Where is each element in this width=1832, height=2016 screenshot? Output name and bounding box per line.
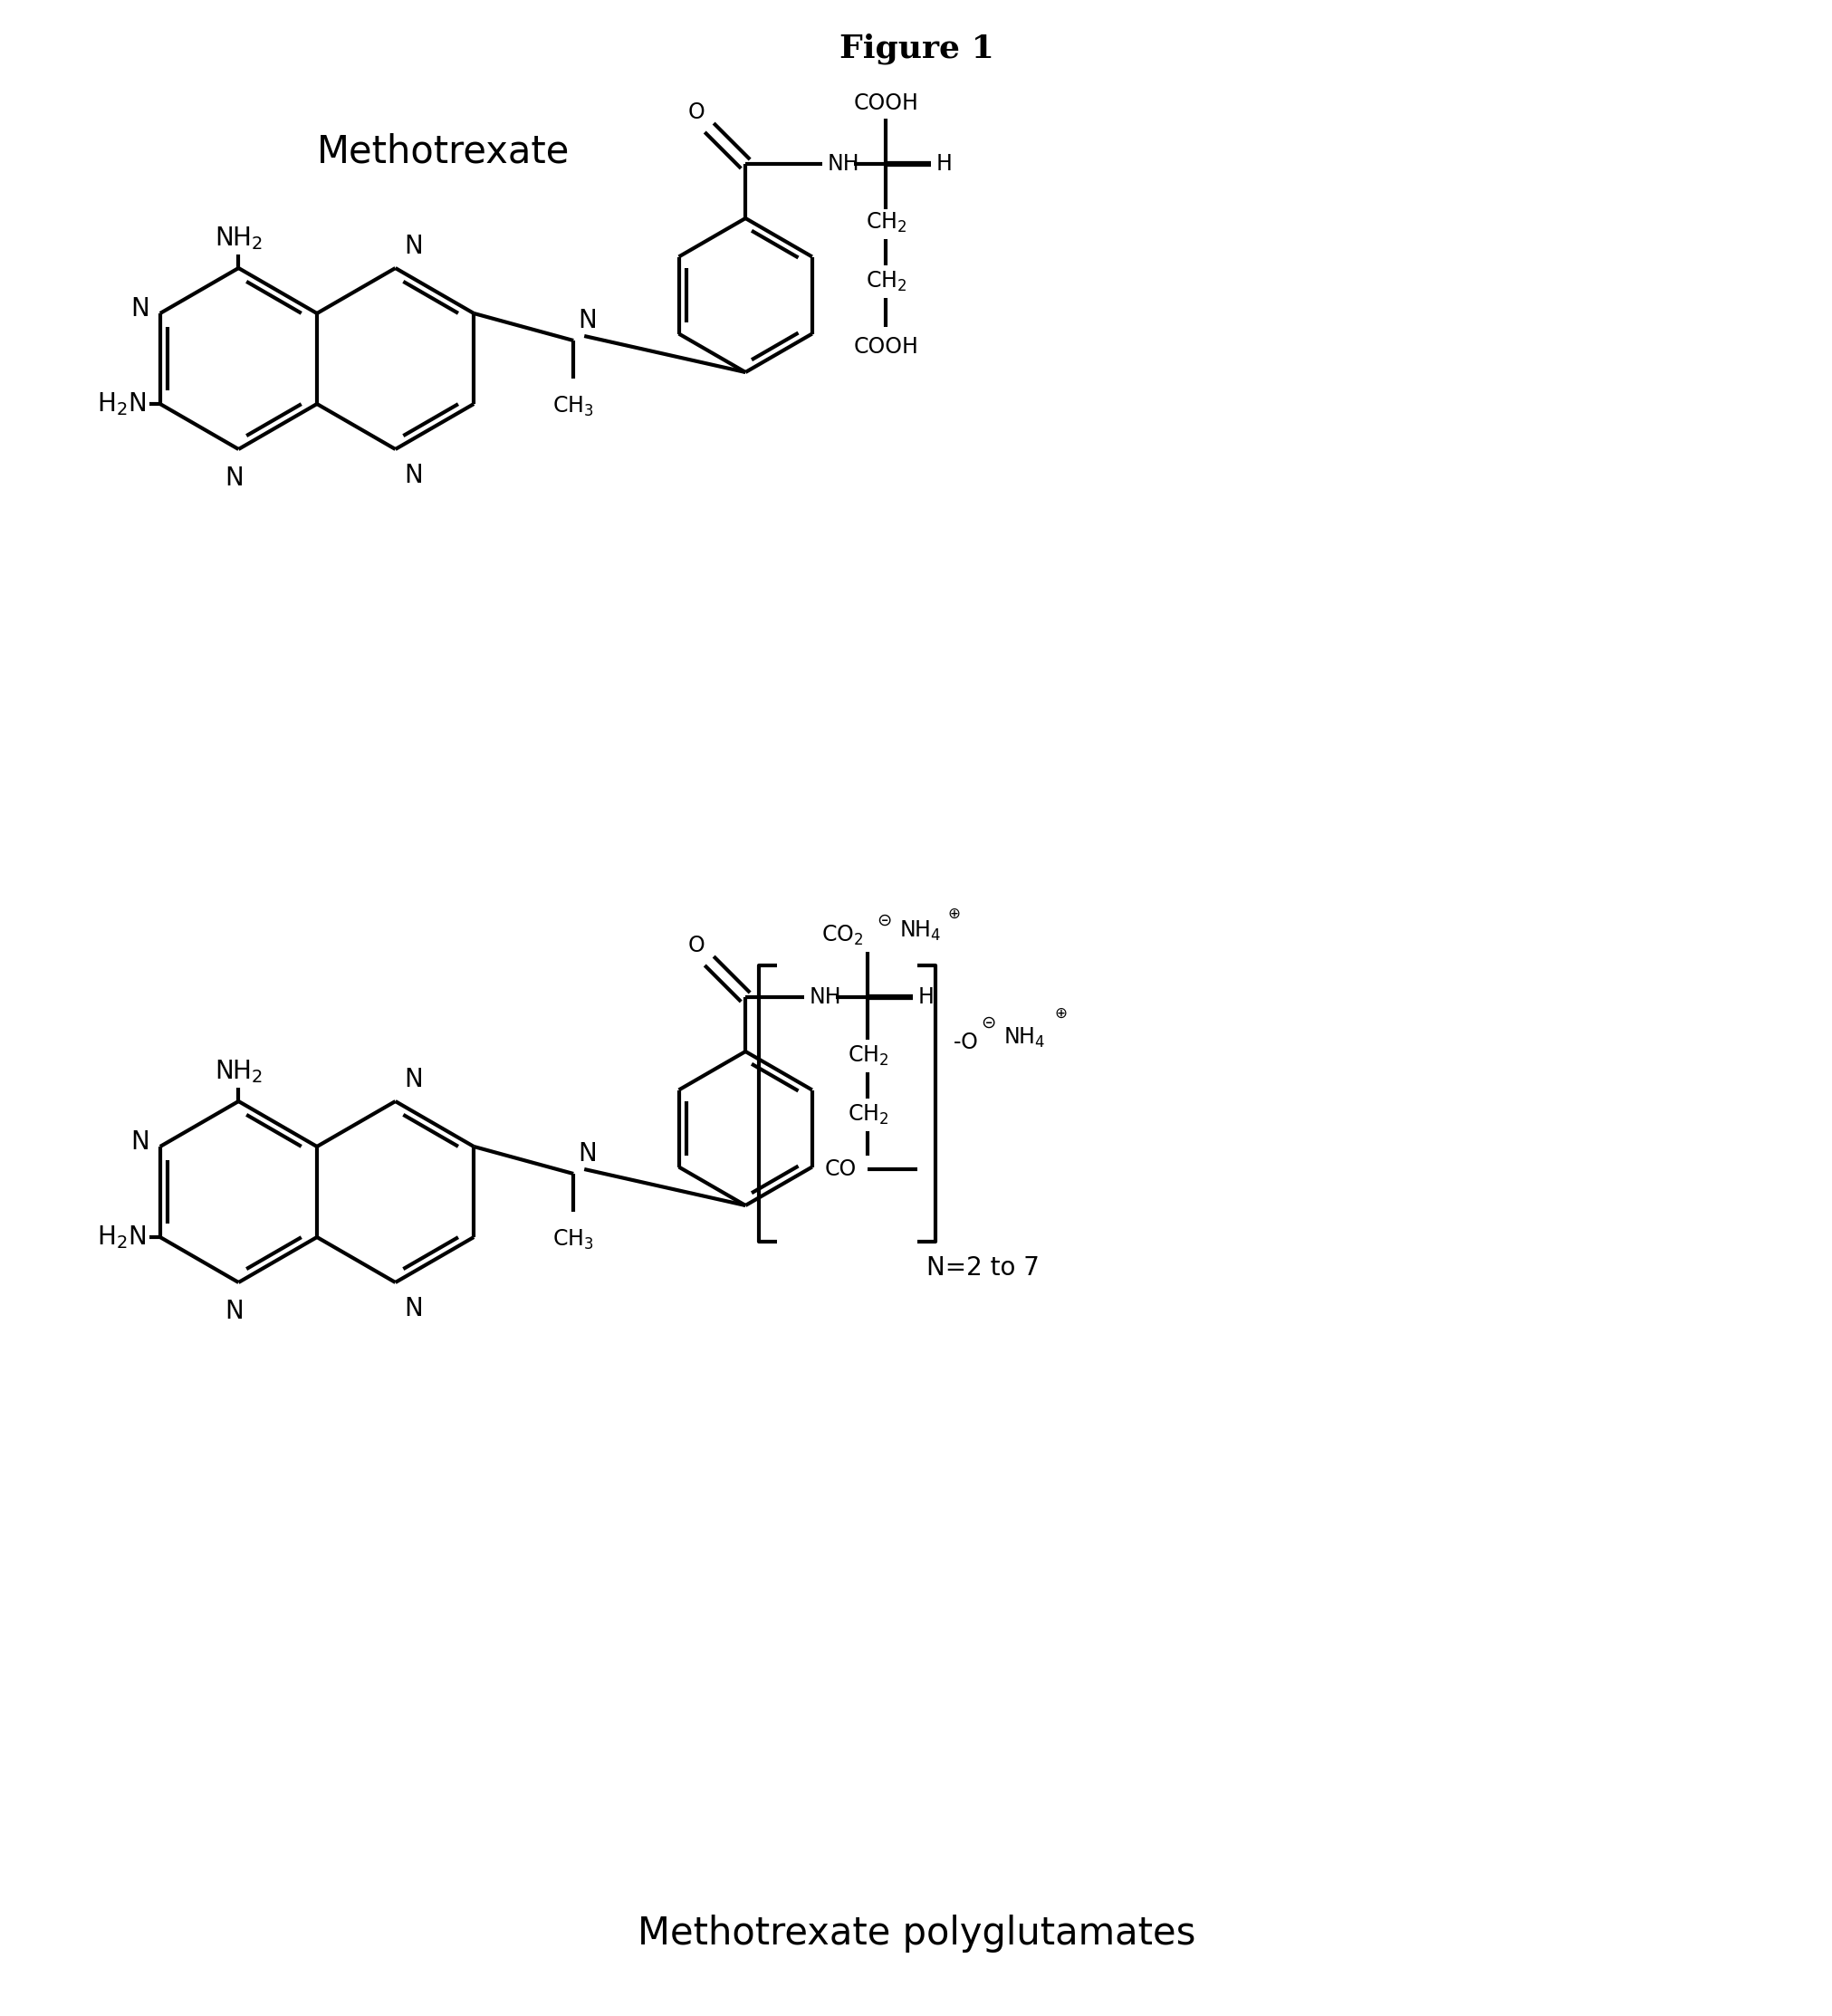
Text: Methotrexate: Methotrexate xyxy=(317,133,570,169)
Text: N=2 to 7: N=2 to 7 xyxy=(927,1256,1039,1280)
Text: NH$_4$: NH$_4$ xyxy=(900,919,942,943)
Text: -O: -O xyxy=(953,1032,978,1052)
Text: H$_2$N: H$_2$N xyxy=(97,1224,147,1250)
Text: NH$_2$: NH$_2$ xyxy=(214,1058,262,1085)
Text: N: N xyxy=(405,234,423,258)
Text: N: N xyxy=(577,308,597,333)
Text: Figure 1: Figure 1 xyxy=(839,32,993,65)
Text: N: N xyxy=(225,466,244,490)
Text: ⊕: ⊕ xyxy=(947,905,960,921)
Text: NH$_2$: NH$_2$ xyxy=(214,226,262,252)
Text: N: N xyxy=(130,1129,148,1155)
Text: ⊝: ⊝ xyxy=(876,911,890,929)
Text: CH$_2$: CH$_2$ xyxy=(846,1044,889,1068)
Text: NH$_4$: NH$_4$ xyxy=(1004,1026,1044,1050)
Text: O: O xyxy=(687,935,703,956)
Text: O: O xyxy=(687,101,703,123)
Text: H: H xyxy=(918,986,932,1008)
Text: COOH: COOH xyxy=(854,337,918,357)
Text: H$_2$N: H$_2$N xyxy=(97,391,147,417)
Text: ⊝: ⊝ xyxy=(980,1014,995,1030)
Text: CO: CO xyxy=(824,1159,856,1179)
Text: N: N xyxy=(405,464,423,488)
Text: COOH: COOH xyxy=(854,93,918,115)
Text: Methotrexate polyglutamates: Methotrexate polyglutamates xyxy=(638,1915,1194,1954)
Text: H: H xyxy=(934,153,951,175)
Text: NH: NH xyxy=(808,986,841,1008)
Text: N: N xyxy=(405,1066,423,1093)
Text: N: N xyxy=(405,1296,423,1320)
Text: CH$_2$: CH$_2$ xyxy=(865,212,907,234)
Text: CH$_2$: CH$_2$ xyxy=(865,270,907,294)
Text: N: N xyxy=(225,1298,244,1325)
Text: ⊕: ⊕ xyxy=(1053,1006,1066,1022)
Text: N: N xyxy=(130,296,148,321)
Text: CH$_3$: CH$_3$ xyxy=(553,1228,594,1252)
Text: N: N xyxy=(577,1141,597,1167)
Text: CH$_2$: CH$_2$ xyxy=(846,1103,889,1127)
Text: CO$_2$: CO$_2$ xyxy=(821,923,863,948)
Text: NH: NH xyxy=(826,153,859,175)
Text: CH$_3$: CH$_3$ xyxy=(553,395,594,419)
